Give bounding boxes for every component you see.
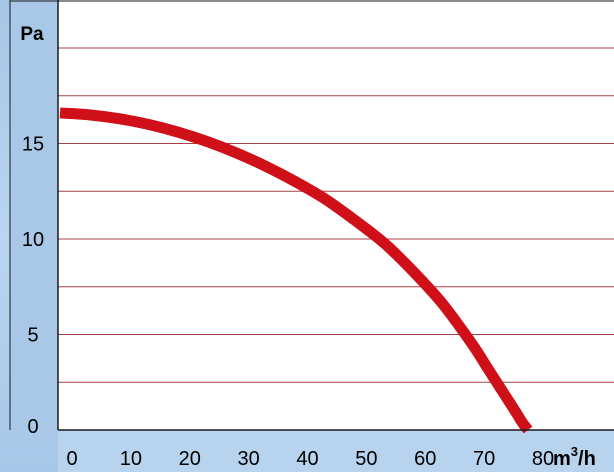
y-axis-title: Pa [20,24,44,45]
x-tick-label-2: 20 [179,448,201,470]
x-tick-label-1: 10 [120,448,142,470]
x-axis-panel [58,430,614,472]
x-tick-label-0: 0 [66,448,77,470]
y-axis-panel [10,0,58,430]
x-tick-label-5: 50 [355,448,377,470]
y-tick-label-2: 10 [22,229,44,251]
y-tick-label-1: 5 [27,325,38,347]
x-tick-labels: 0 10 20 30 40 50 60 70 80 [66,448,554,470]
x-tick-label-6: 60 [414,448,436,470]
x-axis-unit: m3/h [553,444,596,470]
plot-area [58,0,614,430]
series-line-0 [59,107,533,434]
x-tick-label-7: 70 [473,448,495,470]
y-tick-label-0: 0 [27,416,38,438]
y-tick-labels: 0 5 10 15 [22,134,44,439]
x-tick-label-8: 80 [532,448,554,470]
x-axis-unit-superscript: 3 [571,444,578,459]
x-axis-unit-suffix: /h [578,448,596,470]
y-tick-label-3: 15 [22,134,44,156]
x-tick-label-3: 30 [238,448,260,470]
x-tick-label-4: 40 [296,448,318,470]
series-layer [59,107,533,434]
grid-lines [58,47,614,383]
x-axis-unit-base: m [553,448,571,470]
